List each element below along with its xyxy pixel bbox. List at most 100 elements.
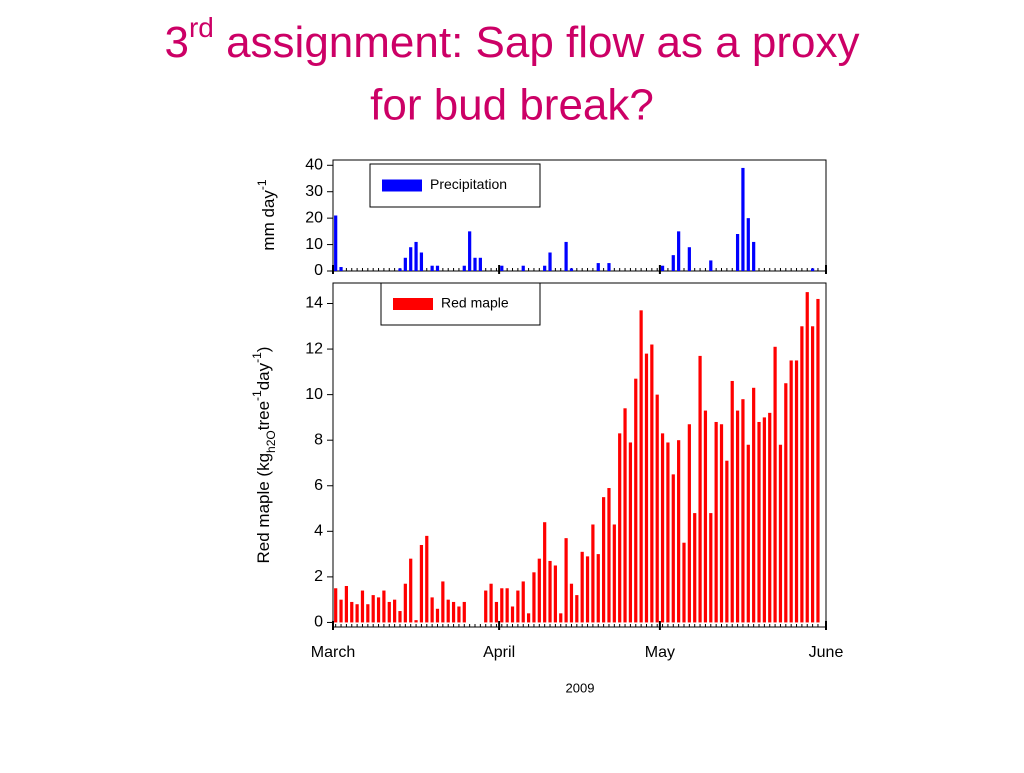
bar [430,597,434,623]
bar [805,292,809,623]
title-sup: rd [189,12,214,43]
bar [559,613,563,623]
y-tick-label: 6 [314,477,323,494]
bar [741,399,745,623]
plot-frame [332,159,827,272]
bar [607,263,611,271]
y-axis-label-part: -1 [250,390,264,401]
y-tick-label: 0 [314,614,323,631]
bar [419,544,424,623]
bar [457,606,461,623]
bar [650,344,654,623]
bar [810,268,815,271]
bar [714,421,718,623]
y-axis-label-part: Red maple (kg [254,453,273,564]
bar [441,581,445,623]
y-axis-label-part: h2O [264,430,278,453]
bar [360,590,365,623]
bar [414,241,418,271]
y-tick-label: 10 [305,236,323,253]
bar [709,513,713,623]
bar [451,601,456,623]
bar [789,360,793,623]
bar [639,310,643,623]
bar [532,572,536,623]
bar [425,535,429,623]
bar [660,433,665,623]
bar [435,608,440,623]
bar [344,585,349,623]
x-tick-label: June [809,644,844,661]
bar [376,597,381,623]
y-tick-label: 12 [305,340,323,357]
bar [398,611,402,623]
plot-frame [332,282,827,628]
bar [484,590,488,623]
bar [409,247,413,271]
bar [350,601,354,623]
bar [735,410,740,623]
x-tick-label: March [311,644,355,661]
bar [746,444,750,623]
bar [709,260,713,271]
bar [505,588,509,623]
bar [752,387,756,623]
legend-swatch [393,298,433,310]
bar [334,215,338,271]
bar [634,378,638,623]
y-axis-label: mm day-1 [255,179,278,250]
bar [730,380,734,623]
bar [735,234,740,271]
bar [602,497,606,623]
bar [810,326,815,623]
bar [355,604,359,623]
bar [553,565,557,623]
bar [526,613,531,623]
bar [778,444,783,623]
y-tick-label: 10 [305,386,323,403]
y-tick-label: 8 [314,431,323,448]
bar [382,590,386,623]
bar [435,265,440,271]
bar [462,601,466,623]
x-tick-label: May [645,644,675,661]
bar [671,474,675,623]
bar [462,265,466,271]
bar [660,265,665,271]
bar [494,601,499,623]
bar [784,383,788,623]
bar [419,252,424,271]
bar [682,542,686,623]
bar [698,355,702,623]
bar [521,581,525,623]
bar [569,268,574,271]
bar [768,412,772,623]
bar [398,268,402,271]
bar [677,231,681,271]
bar [693,513,697,623]
bar [446,599,450,623]
bar [543,265,547,271]
bar [430,265,434,271]
bar [623,408,627,623]
bar [591,524,595,623]
bar [393,599,397,623]
bar [366,604,370,623]
bar [596,554,600,623]
y-tick-label: 40 [305,157,323,174]
bar [543,522,547,623]
bar [800,326,804,623]
bar [687,424,691,623]
bar [371,595,375,623]
bar [741,167,745,271]
bar [564,241,568,271]
bar [468,231,472,271]
slide-title: 3rd assignment: Sap flow as a proxy [164,12,859,67]
bar [655,394,659,623]
bar [666,442,670,623]
bar [757,421,761,623]
bar [612,524,616,623]
legend-label: Precipitation [430,176,507,192]
title-rest: assignment: Sap flow as a proxy [214,18,860,67]
bar [403,583,407,623]
